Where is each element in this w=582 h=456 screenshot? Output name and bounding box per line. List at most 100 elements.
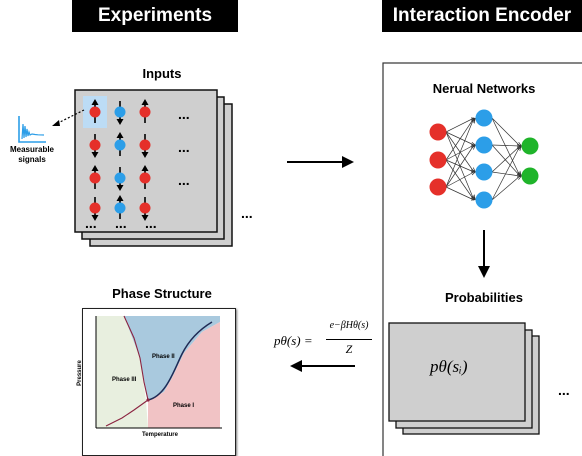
- nn-output-node: [521, 137, 539, 155]
- nn-edge: [445, 186, 475, 201]
- grid-col-ellipsis-2: ...: [115, 215, 127, 231]
- phase-label-i: Phase I: [173, 403, 195, 409]
- spin-grid: [89, 99, 151, 221]
- spin-site: [114, 172, 126, 184]
- phase-xlabel: Temperature: [142, 432, 178, 438]
- nn-input-node: [429, 123, 447, 141]
- spin-arrow-head: [91, 99, 99, 105]
- spin-site: [114, 202, 126, 214]
- spin-site: [89, 106, 101, 118]
- grid-col-ellipsis-1: ...: [85, 215, 97, 231]
- nn-edge: [445, 159, 475, 201]
- stack-ellipsis: ...: [241, 205, 253, 221]
- nn-edge: [445, 171, 475, 188]
- spin-site: [114, 106, 126, 118]
- spin-arrow-head: [141, 152, 149, 158]
- spin-arrow-head: [116, 195, 124, 201]
- spin-arrow-head: [91, 165, 99, 171]
- phase-diagram: [95, 315, 222, 429]
- spin-site: [89, 172, 101, 184]
- nn-edge: [445, 117, 475, 188]
- nn-edge: [445, 117, 475, 133]
- nn-title: Nerual Networks: [432, 81, 536, 96]
- spin-arrow-head: [91, 152, 99, 158]
- left-arrow-head: [290, 360, 302, 372]
- nn-edge: [445, 117, 475, 161]
- nn-edge-head: [517, 146, 522, 152]
- spin-site: [89, 202, 101, 214]
- phase-label-iii: Phase III: [112, 377, 137, 383]
- nn-edge: [491, 144, 521, 147]
- phase-boundary-lower: [105, 399, 149, 427]
- triple-point: [146, 398, 150, 402]
- spin-arrow-head: [141, 215, 149, 221]
- phase-boundary-left: [123, 315, 149, 401]
- grid-col-ellipsis-3: ...: [145, 215, 157, 231]
- nn-edge: [445, 144, 475, 188]
- down-arrow-head: [478, 266, 490, 278]
- spin-arrow-head: [116, 185, 124, 191]
- signal-label-line2: signals: [18, 155, 46, 164]
- spin-site: [114, 139, 126, 151]
- grid-row-ellipsis-1: ...: [178, 106, 190, 122]
- prob-formula: pθ(sᵢ): [430, 357, 468, 376]
- nn-hidden-node: [475, 163, 493, 181]
- nn-input-node: [429, 151, 447, 169]
- nn-edge-head: [516, 176, 522, 180]
- signal-icon: [18, 116, 46, 143]
- nn-edge: [491, 144, 521, 177]
- signal-label: Measurable signals: [4, 145, 60, 165]
- prob-title: Probabilities: [444, 290, 524, 305]
- nn-edge-head: [470, 196, 476, 201]
- nn-edge: [491, 117, 521, 147]
- nn-edge: [491, 175, 521, 201]
- spin-site: [89, 139, 101, 151]
- nn-edge: [491, 145, 521, 173]
- right-arrow-head: [342, 156, 354, 168]
- nn-edge-head: [471, 118, 476, 124]
- grid-row-ellipsis-2: ...: [178, 139, 190, 155]
- nn-edge-head: [470, 171, 476, 176]
- nn-edge-head: [516, 146, 522, 150]
- nn-hidden-node: [475, 136, 493, 154]
- nn-hidden-node: [475, 109, 493, 127]
- prob-ellipsis: ...: [558, 382, 570, 398]
- signal-dotted-arrow: [55, 109, 85, 125]
- nn-input-node: [429, 178, 447, 196]
- nn-edge-head: [471, 118, 476, 123]
- nn-hidden-node: [475, 191, 493, 209]
- spin-site: [139, 202, 151, 214]
- spin-site: [139, 139, 151, 151]
- prob-card-front: [388, 322, 526, 422]
- nn-edge-head: [471, 195, 476, 200]
- phase-ylabel: Pressure: [77, 360, 83, 386]
- phase-title: Phase Structure: [112, 286, 212, 301]
- formula-numerator: e−βHθ(s): [329, 320, 369, 331]
- phase-region-i: [148, 322, 220, 428]
- spin-arrow-head: [116, 132, 124, 138]
- formula-fraction-bar: [326, 339, 372, 340]
- nn-edge: [491, 145, 521, 201]
- phase-region-iii: [96, 316, 148, 428]
- spin-site: [139, 106, 151, 118]
- grid-row-ellipsis-3: ...: [178, 172, 190, 188]
- inputs-title: Inputs: [142, 66, 182, 81]
- phase-region-ii: [124, 316, 220, 400]
- spin-arrow-head: [116, 119, 124, 125]
- phase-label-ii: Phase II: [152, 354, 175, 360]
- formula-lhs: pθ(s) =: [274, 333, 313, 348]
- nn-edge: [491, 171, 521, 177]
- signal-label-line1: Measurable: [9, 145, 55, 154]
- nn-output-node: [521, 167, 539, 185]
- experiments-header: Experiments: [72, 0, 238, 32]
- spin-site: [139, 172, 151, 184]
- spin-arrow-head: [141, 165, 149, 171]
- formula-denominator: Z: [345, 342, 353, 356]
- spin-arrow-head: [141, 99, 149, 105]
- phase-boundary-curve: [147, 321, 213, 401]
- neural-network: [429, 109, 539, 209]
- interaction-encoder-header: Interaction Encoder: [382, 0, 582, 32]
- encoder-box: [382, 62, 582, 456]
- nn-edge: [491, 117, 521, 177]
